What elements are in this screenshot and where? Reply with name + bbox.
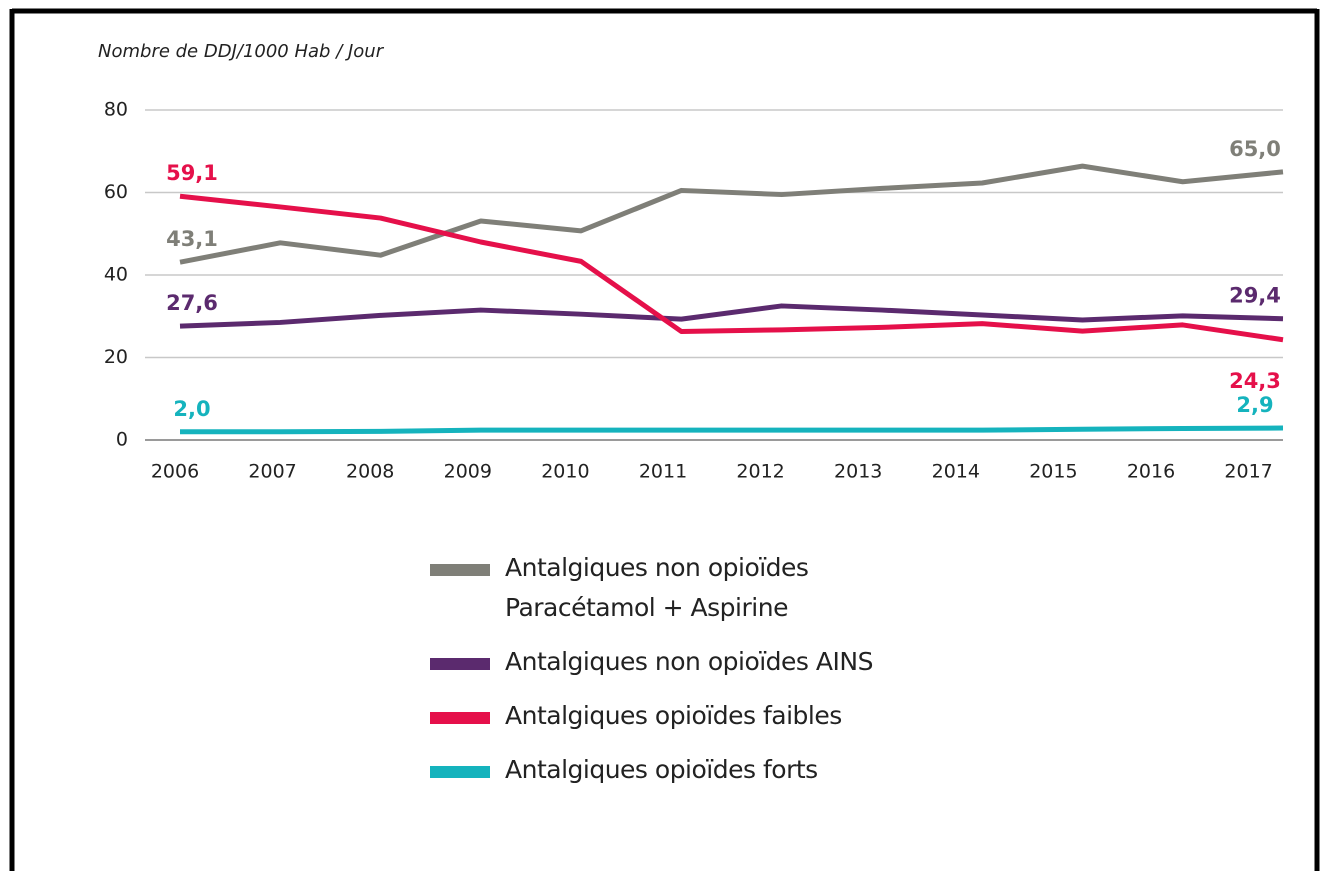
- legend-label: Antalgiques non opioïdes AINS: [505, 647, 873, 676]
- legend-entry: Antalgiques opioïdes faibles: [430, 696, 873, 736]
- legend-swatch: [430, 712, 490, 724]
- legend-entry: Antalgiques non opioïdes AINS: [430, 642, 873, 682]
- x-tick-label: 2016: [1127, 461, 1175, 483]
- legend-swatch: [430, 766, 490, 778]
- y-tick-label: 60: [104, 181, 128, 203]
- legend-label: Antalgiques non opioïdes Paracétamol + A…: [505, 553, 809, 622]
- x-tick-label: 2015: [1029, 461, 1077, 483]
- x-tick-label: 2009: [444, 461, 492, 483]
- data-label: 59,1: [166, 161, 218, 185]
- legend: Antalgiques non opioïdes Paracétamol + A…: [430, 548, 873, 790]
- legend-swatch: [430, 658, 490, 670]
- data-label: 27,6: [166, 291, 218, 315]
- data-label: 2,0: [173, 397, 210, 421]
- legend-swatch: [430, 564, 490, 576]
- series-line: [179, 193, 1284, 343]
- x-tick-label: 2008: [346, 461, 394, 483]
- legend-entry: Antalgiques non opioïdes Paracétamol + A…: [430, 548, 873, 628]
- legend-label: Antalgiques opioïdes faibles: [505, 701, 842, 730]
- data-label: 65,0: [1229, 137, 1281, 161]
- y-tick-label: 40: [104, 264, 128, 286]
- data-label: 2,9: [1236, 393, 1273, 417]
- y-axis-label: Nombre de DDJ/1000 Hab / Jour: [98, 41, 385, 62]
- data-label: 29,4: [1229, 284, 1281, 308]
- y-tick-label: 20: [104, 346, 128, 368]
- x-tick-label: 2007: [248, 461, 296, 483]
- y-tick-label: 0: [116, 429, 128, 451]
- series-line: [179, 303, 1284, 329]
- data-label: 24,3: [1229, 369, 1281, 393]
- x-tick-label: 2014: [932, 461, 980, 483]
- series-line: [180, 425, 1284, 435]
- legend-entry: Antalgiques opioïdes forts: [430, 750, 873, 790]
- x-tick-label: 2012: [736, 461, 784, 483]
- series-line: [179, 163, 1284, 265]
- x-tick-label: 2010: [541, 461, 589, 483]
- x-tick-label: 2013: [834, 461, 882, 483]
- x-tick-label: 2006: [151, 461, 199, 483]
- x-tick-label: 2011: [639, 461, 687, 483]
- y-tick-label: 80: [104, 99, 128, 121]
- data-label: 43,1: [166, 227, 218, 251]
- legend-label: Antalgiques opioïdes forts: [505, 755, 818, 784]
- x-tick-label: 2017: [1224, 461, 1272, 483]
